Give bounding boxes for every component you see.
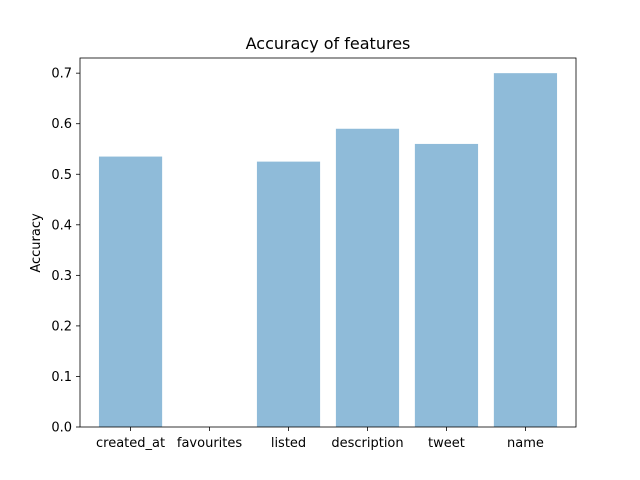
y-tick-label: 0.0 bbox=[51, 421, 72, 436]
y-tick-label: 0.4 bbox=[51, 218, 72, 233]
x-tick-label-created_at: created_at bbox=[96, 436, 165, 451]
y-tick-label: 0.2 bbox=[51, 319, 72, 334]
x-tick-label-name: name bbox=[507, 436, 544, 451]
y-tick-label: 0.7 bbox=[51, 67, 72, 82]
bar-created_at bbox=[98, 156, 163, 428]
y-tick-label: 0.5 bbox=[51, 168, 72, 183]
bar-description bbox=[335, 128, 400, 427]
bar-tweet bbox=[414, 143, 479, 427]
bar-listed bbox=[256, 161, 321, 427]
y-tick-label: 0.6 bbox=[51, 117, 72, 132]
plot-frame bbox=[79, 57, 577, 428]
x-tick-label-listed: listed bbox=[271, 436, 306, 451]
y-axis-label: Accuracy bbox=[29, 213, 44, 273]
bars-layer bbox=[98, 73, 558, 428]
y-tick-label: 0.1 bbox=[51, 370, 72, 385]
y-tick-label: 0.3 bbox=[51, 269, 72, 284]
x-tick-label-tweet: tweet bbox=[428, 436, 465, 451]
bar-name bbox=[493, 73, 558, 428]
chart-title: Accuracy of features bbox=[246, 34, 411, 53]
axes-layer bbox=[79, 57, 577, 428]
x-tick-label-description: description bbox=[331, 436, 403, 451]
ticks-layer: created_at favourites listed description twe… bbox=[51, 67, 544, 451]
x-tick-label-favourites: favourites bbox=[177, 436, 242, 451]
